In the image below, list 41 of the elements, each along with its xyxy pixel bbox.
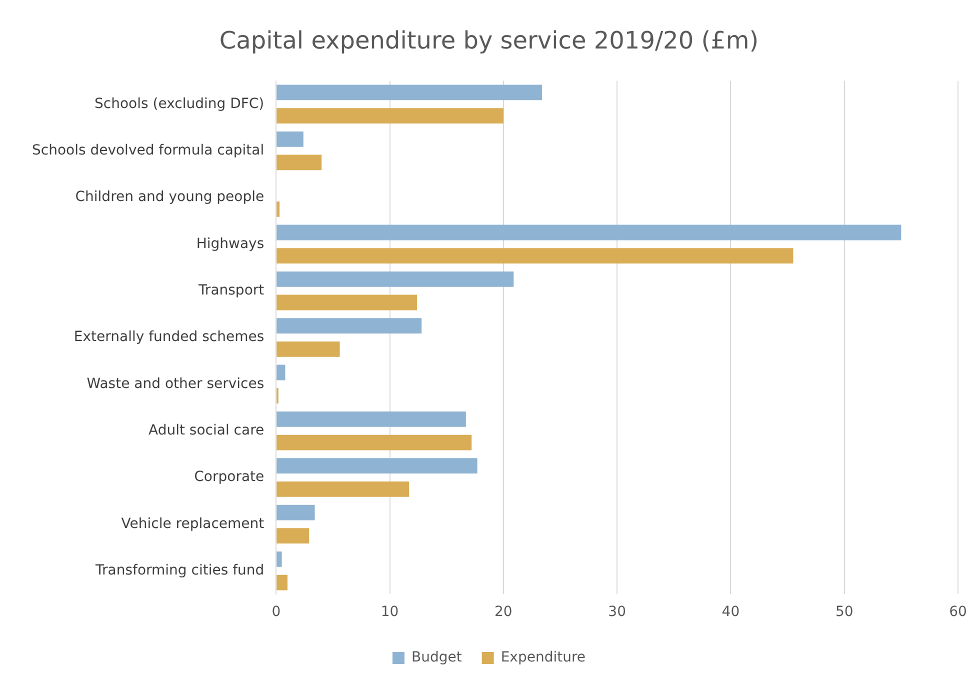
bar (276, 434, 472, 450)
bar (276, 551, 282, 567)
x-tick-label: 40 (722, 604, 740, 620)
bar (276, 84, 542, 100)
y-tick-label: Schools (excluding DFC) (94, 96, 264, 112)
bar (276, 318, 422, 334)
y-tick-label: Corporate (194, 469, 264, 486)
bar (276, 248, 794, 264)
y-tick-label: Externally funded schemes (74, 329, 264, 346)
bar (276, 364, 286, 380)
x-tick-label: 50 (835, 604, 854, 620)
chart-title: Capital expenditure by service 2019/20 (£m) (219, 26, 759, 55)
bar (276, 108, 504, 124)
bar (276, 481, 410, 497)
legend-label: Expenditure (500, 650, 586, 666)
bar (276, 154, 322, 170)
bar (276, 201, 280, 217)
y-tick-label: Adult social care (148, 422, 264, 438)
bar (276, 224, 902, 240)
y-tick-label: Schools devolved formula capital (32, 142, 264, 158)
bar (276, 411, 466, 427)
x-tick-label: 30 (608, 604, 626, 620)
bar (276, 131, 304, 147)
x-tick-label: 0 (272, 604, 281, 620)
y-tick-label: Transforming cities fund (94, 562, 264, 579)
legend-label: Budget (411, 650, 462, 666)
y-tick-label: Transport (197, 282, 265, 298)
bar (276, 458, 478, 474)
y-tick-label: Children and young people (75, 189, 264, 206)
bar (276, 294, 418, 310)
x-tick-label: 60 (949, 604, 967, 620)
x-tick-label: 20 (494, 604, 512, 620)
bar (276, 574, 288, 590)
bar (276, 341, 340, 357)
y-tick-label: Vehicle replacement (121, 516, 265, 532)
y-tick-label: Highways (196, 236, 264, 252)
x-tick-label: 10 (380, 604, 399, 620)
bar (276, 528, 310, 544)
bar (276, 504, 315, 520)
bar (276, 271, 514, 287)
y-tick-label: Waste and other services (86, 376, 264, 392)
